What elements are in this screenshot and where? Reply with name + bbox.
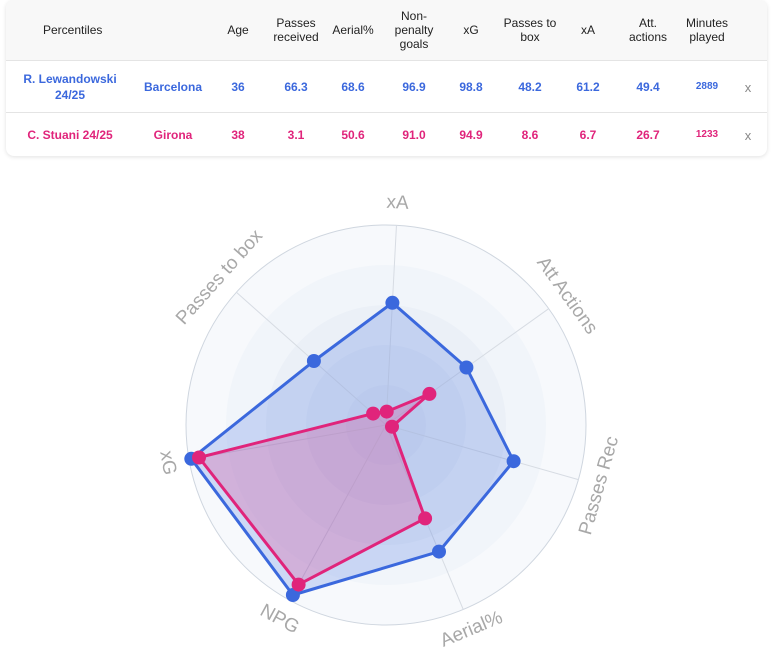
value-aerial: 50.6: [341, 128, 365, 142]
radar-spoke: [188, 424, 387, 460]
header-passes-to-box: Passes to box: [503, 16, 557, 44]
radar-point-series-2[interactable]: [291, 577, 306, 592]
value-att-actions: 26.7: [636, 128, 660, 142]
team-name: Girona: [153, 128, 193, 142]
radar-point-series-1[interactable]: [459, 360, 474, 375]
value-passes-received: 3.1: [287, 128, 305, 142]
radar-spoke: [385, 424, 579, 481]
value-non-penalty-goals: 91.0: [402, 128, 426, 142]
value-passes-received: 66.3: [284, 80, 308, 94]
radar-series-2-area: [197, 392, 431, 587]
value-age: 36: [231, 80, 245, 94]
value-aerial: 68.6: [341, 80, 365, 94]
remove-player-button[interactable]: x: [744, 79, 752, 95]
value-minutes-played: 1233: [695, 129, 719, 140]
header-age: Age: [227, 23, 249, 37]
value-xa: 6.7: [579, 128, 597, 142]
value-passes-to-box: 8.6: [521, 128, 539, 142]
radar-axis-label: xG: [155, 449, 180, 477]
header-passes-received: Passes received: [273, 16, 319, 44]
value-xg: 94.9: [459, 128, 483, 142]
header-att-actions: Att. actions: [628, 16, 668, 44]
radar-point-series-1[interactable]: [432, 544, 446, 559]
radar-axis-label: NPG: [256, 600, 302, 638]
value-age: 38: [231, 128, 245, 142]
radar-point-series-1[interactable]: [385, 295, 400, 310]
radar-point-series-2[interactable]: [422, 386, 437, 401]
radar-point-series-2[interactable]: [385, 419, 399, 434]
radar-spoke: [289, 424, 387, 601]
header-xa: xA: [580, 23, 595, 37]
radar-spoke: [385, 225, 397, 426]
radar-point-series-1[interactable]: [285, 588, 300, 602]
value-xg: 98.8: [459, 80, 483, 94]
table-row: C. Stuani 24/25 Girona 38 3.1 50.6 91.0 …: [6, 112, 767, 157]
remove-player-button[interactable]: x: [744, 127, 752, 143]
comparison-table: Percentiles Age Passes received Aerial% …: [6, 0, 767, 156]
radar-point-series-2[interactable]: [379, 404, 394, 419]
radar-point-series-2[interactable]: [192, 450, 206, 465]
player-name: C. Stuani 24/25: [27, 128, 113, 142]
value-minutes-played: 2889: [695, 81, 719, 92]
table-header-row: Percentiles Age Passes received Aerial% …: [6, 0, 767, 60]
radar-point-series-2[interactable]: [366, 406, 381, 421]
value-xa: 61.2: [576, 80, 600, 94]
header-non-penalty-goals: Non-penalty goals: [394, 9, 434, 51]
team-name: Barcelona: [143, 80, 203, 94]
radar-series: [189, 301, 516, 597]
header-aerial: Aerial%: [332, 23, 374, 37]
radar-axis-label: xA: [386, 192, 410, 214]
header-percentiles: Percentiles: [43, 23, 103, 37]
value-passes-to-box: 48.2: [518, 80, 542, 94]
header-minutes-played: Minutes played: [685, 16, 729, 44]
radar-series-1-area: [189, 301, 516, 597]
radar-point-series-1[interactable]: [506, 454, 521, 469]
radar-point-series-1[interactable]: [306, 354, 321, 368]
header-xg: xG: [463, 23, 479, 37]
radar-point-series-2[interactable]: [418, 511, 433, 526]
player-name: R. Lewandowski 24/25: [23, 72, 117, 102]
value-non-penalty-goals: 96.9: [402, 80, 426, 94]
value-att-actions: 49.4: [636, 80, 660, 94]
radar-points: [184, 295, 521, 602]
table-row: R. Lewandowski 24/25 Barcelona 36 66.3 6…: [6, 60, 767, 113]
